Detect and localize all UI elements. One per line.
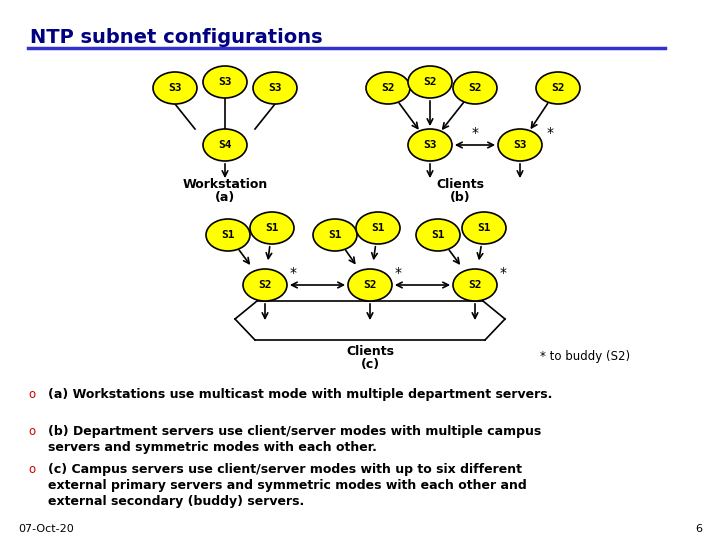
Text: *: *: [472, 126, 479, 140]
Text: S2: S2: [423, 77, 437, 87]
Text: S2: S2: [468, 83, 482, 93]
Ellipse shape: [366, 72, 410, 104]
Text: *: *: [289, 266, 297, 280]
Ellipse shape: [250, 212, 294, 244]
Text: S2: S2: [552, 83, 564, 93]
Ellipse shape: [408, 66, 452, 98]
Text: S1: S1: [372, 223, 384, 233]
Ellipse shape: [462, 212, 506, 244]
Ellipse shape: [453, 72, 497, 104]
Text: S2: S2: [382, 83, 395, 93]
Text: S3: S3: [423, 140, 437, 150]
Text: (a): (a): [215, 191, 235, 204]
Text: *: *: [500, 266, 506, 280]
Text: external secondary (buddy) servers.: external secondary (buddy) servers.: [48, 495, 305, 508]
Text: * to buddy (S2): * to buddy (S2): [540, 350, 630, 363]
Text: S3: S3: [218, 77, 232, 87]
Ellipse shape: [206, 219, 250, 251]
Text: external primary servers and symmetric modes with each other and: external primary servers and symmetric m…: [48, 479, 527, 492]
Ellipse shape: [348, 269, 392, 301]
Ellipse shape: [408, 129, 452, 161]
Text: S1: S1: [265, 223, 279, 233]
Text: S3: S3: [269, 83, 282, 93]
Ellipse shape: [313, 219, 357, 251]
Ellipse shape: [498, 129, 542, 161]
Text: *: *: [546, 126, 554, 140]
Text: (c) Campus servers use client/server modes with up to six different: (c) Campus servers use client/server mod…: [48, 463, 522, 476]
Text: Workstation: Workstation: [182, 178, 268, 191]
Text: S1: S1: [221, 230, 235, 240]
Text: (b): (b): [450, 191, 470, 204]
Ellipse shape: [416, 219, 460, 251]
Ellipse shape: [203, 129, 247, 161]
Text: Clients: Clients: [346, 345, 394, 358]
Text: o: o: [28, 463, 35, 476]
Text: Clients: Clients: [436, 178, 484, 191]
Text: servers and symmetric modes with each other.: servers and symmetric modes with each ot…: [48, 441, 377, 454]
Ellipse shape: [203, 66, 247, 98]
Text: S3: S3: [168, 83, 181, 93]
Text: *: *: [395, 266, 402, 280]
Text: S1: S1: [328, 230, 342, 240]
Text: S3: S3: [513, 140, 527, 150]
Text: o: o: [28, 388, 35, 401]
Text: NTP subnet configurations: NTP subnet configurations: [30, 28, 323, 47]
Ellipse shape: [453, 269, 497, 301]
Text: S2: S2: [258, 280, 271, 290]
Text: (c): (c): [361, 358, 379, 371]
Text: (b) Department servers use client/server modes with multiple campus: (b) Department servers use client/server…: [48, 425, 541, 438]
Text: o: o: [28, 425, 35, 438]
Text: S2: S2: [364, 280, 377, 290]
Text: S1: S1: [431, 230, 445, 240]
Ellipse shape: [243, 269, 287, 301]
Text: S1: S1: [477, 223, 491, 233]
Text: S2: S2: [468, 280, 482, 290]
Ellipse shape: [356, 212, 400, 244]
Text: S4: S4: [218, 140, 232, 150]
Ellipse shape: [536, 72, 580, 104]
Text: 6: 6: [695, 524, 702, 534]
Text: 07-Oct-20: 07-Oct-20: [18, 524, 73, 534]
Ellipse shape: [153, 72, 197, 104]
Text: (a) Workstations use multicast mode with multiple department servers.: (a) Workstations use multicast mode with…: [48, 388, 552, 401]
Ellipse shape: [253, 72, 297, 104]
